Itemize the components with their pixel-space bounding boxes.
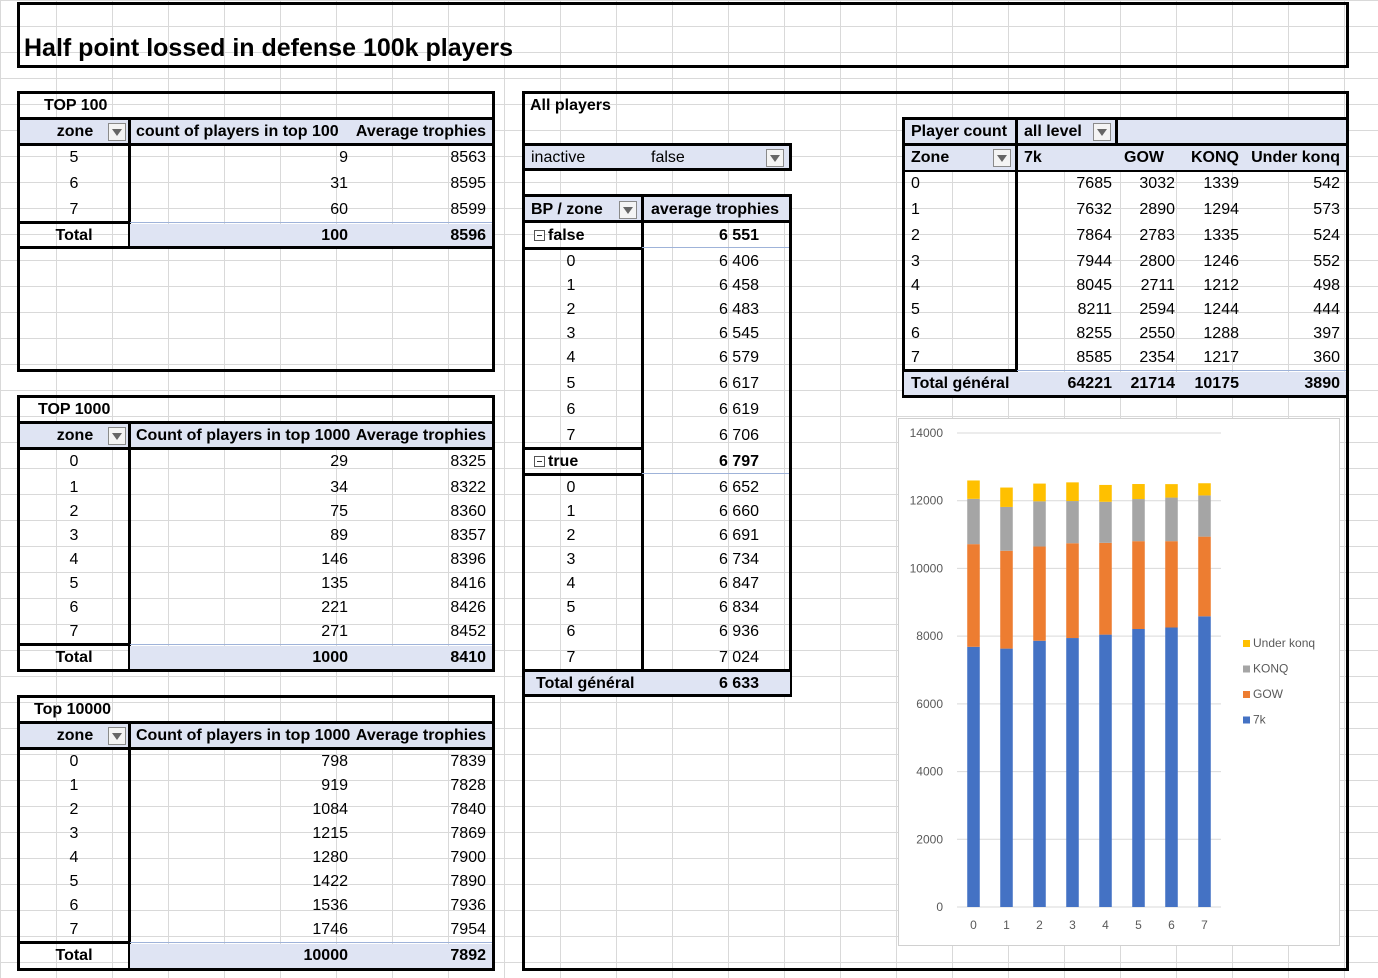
collapse-icon[interactable] — [534, 230, 545, 242]
top1000-header-count: Count of players in top 1000 — [136, 427, 351, 444]
x-tick-label: 2 — [1036, 918, 1043, 932]
bar-segment-gow[interactable] — [1033, 546, 1046, 641]
x-tick-label: 7 — [1201, 918, 1208, 932]
all-players-label: All players — [530, 97, 611, 114]
top10000-header-count: Count of players in top 1000 — [136, 727, 351, 744]
bar-segment-gow[interactable] — [1066, 543, 1079, 639]
bar-segment-konq[interactable] — [1000, 506, 1013, 551]
top1000-zone-dropdown[interactable] — [108, 427, 126, 445]
level-filter-dropdown[interactable] — [1093, 123, 1111, 141]
legend-label[interactable]: KONQ — [1253, 662, 1288, 676]
bar-segment-gow[interactable] — [1099, 542, 1112, 635]
inactive-filter-dropdown[interactable] — [766, 149, 784, 167]
bar-segment-under-konq[interactable] — [1000, 487, 1013, 507]
bar-segment-under-konq[interactable] — [1066, 482, 1079, 502]
top1000-header-zone: zone — [56, 427, 94, 444]
bar-segment-gow[interactable] — [1165, 541, 1178, 628]
top100-zone-dropdown[interactable] — [108, 123, 126, 141]
all-players-frame — [522, 91, 1349, 971]
bar-segment-under-konq[interactable] — [1099, 484, 1112, 502]
inactive-filter-label: inactive — [531, 149, 586, 166]
bar-segment-7k[interactable] — [1033, 640, 1046, 907]
bar-segment-konq[interactable] — [1165, 497, 1178, 542]
bar-segment-gow[interactable] — [967, 544, 980, 647]
x-tick-label: 4 — [1102, 918, 1109, 932]
pc-header-konq: KONQ — [1191, 149, 1239, 166]
legend-swatch — [1243, 691, 1250, 698]
bar-segment-under-konq[interactable] — [1165, 484, 1178, 498]
y-tick-label: 10000 — [910, 561, 944, 575]
bar-segment-7k[interactable] — [1165, 627, 1178, 907]
top1000-header-avg: Average trophies — [355, 427, 486, 444]
bar-segment-gow[interactable] — [1000, 550, 1013, 649]
bp-zone-header: BP / zone — [531, 201, 603, 218]
pc-header-zone: Zone — [911, 149, 950, 166]
bar-segment-gow[interactable] — [1198, 536, 1211, 617]
chart-svg: 0 2000 4000 6000 8000 10000 12000 14000 0 1 2 3 4 5 6 7… — [910, 426, 1315, 932]
legend-swatch — [1243, 640, 1250, 647]
inactive-filter-value: false — [651, 149, 685, 166]
top10000-header-avg: Average trophies — [355, 727, 486, 744]
bar-segment-under-konq[interactable] — [1033, 483, 1046, 502]
top10000-zone-dropdown[interactable] — [108, 727, 126, 745]
y-tick-label: 4000 — [916, 765, 943, 779]
x-tick-label: 3 — [1069, 918, 1076, 932]
top100-header-count: count of players in top 100 — [136, 123, 339, 140]
bar-segment-under-konq[interactable] — [1198, 483, 1211, 496]
y-tick-label: 2000 — [916, 832, 943, 846]
bar-segment-konq[interactable] — [1198, 495, 1211, 537]
legend-swatch — [1243, 665, 1250, 673]
pc-header-gow: GOW — [1124, 149, 1164, 166]
pc-zone-dropdown[interactable] — [993, 149, 1011, 167]
level-filter-value: all level — [1024, 123, 1082, 140]
bar-segment-konq[interactable] — [1099, 501, 1112, 543]
x-tick-label: 5 — [1135, 918, 1142, 932]
legend-swatch — [1243, 716, 1250, 724]
bar-segment-7k[interactable] — [1000, 648, 1013, 907]
y-tick-label: 6000 — [916, 697, 943, 711]
avg-trophies-header: average trophies — [651, 201, 780, 218]
legend-label[interactable]: Under konq — [1253, 636, 1315, 650]
top100-label: TOP 100 — [44, 97, 108, 114]
pc-header-7k: 7k — [1024, 149, 1042, 166]
bp-zone-dropdown[interactable] — [619, 201, 637, 219]
top10000-label: Top 10000 — [34, 701, 112, 718]
x-tick-label: 1 — [1003, 918, 1010, 932]
player-count-label: Player count — [911, 123, 1008, 140]
bar-segment-7k[interactable] — [1132, 628, 1145, 907]
top100-header-zone: zone — [56, 123, 94, 140]
legend-label[interactable]: GOW — [1253, 687, 1284, 701]
bar-segment-7k[interactable] — [1198, 616, 1211, 907]
pc-header-underkonq: Under konq — [1251, 149, 1340, 166]
top10000-header-zone: zone — [56, 727, 94, 744]
bar-segment-konq[interactable] — [1033, 501, 1046, 547]
title-box — [17, 2, 1349, 68]
x-tick-label: 0 — [970, 918, 977, 932]
y-tick-label: 12000 — [910, 494, 944, 508]
bar-segment-konq[interactable] — [1066, 501, 1079, 544]
x-tick-label: 6 — [1168, 918, 1175, 932]
bar-segment-under-konq[interactable] — [1132, 484, 1145, 500]
bar-segment-7k[interactable] — [1099, 634, 1112, 907]
bar-segment-gow[interactable] — [1132, 541, 1145, 629]
sheet-title: Half point lossed in defense 100k player… — [24, 34, 514, 62]
bar-segment-under-konq[interactable] — [967, 480, 980, 499]
y-tick-label: 8000 — [916, 629, 943, 643]
legend-label[interactable]: 7k — [1253, 713, 1267, 727]
bar-segment-7k[interactable] — [1066, 638, 1079, 907]
bar-segment-7k[interactable] — [967, 646, 980, 907]
stacked-bar-chart[interactable]: 0 2000 4000 6000 8000 10000 12000 14000 0 1 2 3 4 5 6 7… — [898, 418, 1340, 946]
bar-segment-konq[interactable] — [1132, 499, 1145, 542]
top100-header-avg: Average trophies — [355, 123, 486, 140]
y-tick-label: 14000 — [910, 426, 944, 440]
y-tick-label: 0 — [936, 900, 943, 914]
top1000-label: TOP 1000 — [38, 401, 111, 418]
collapse-icon[interactable] — [534, 456, 545, 468]
bar-segment-konq[interactable] — [967, 498, 980, 545]
